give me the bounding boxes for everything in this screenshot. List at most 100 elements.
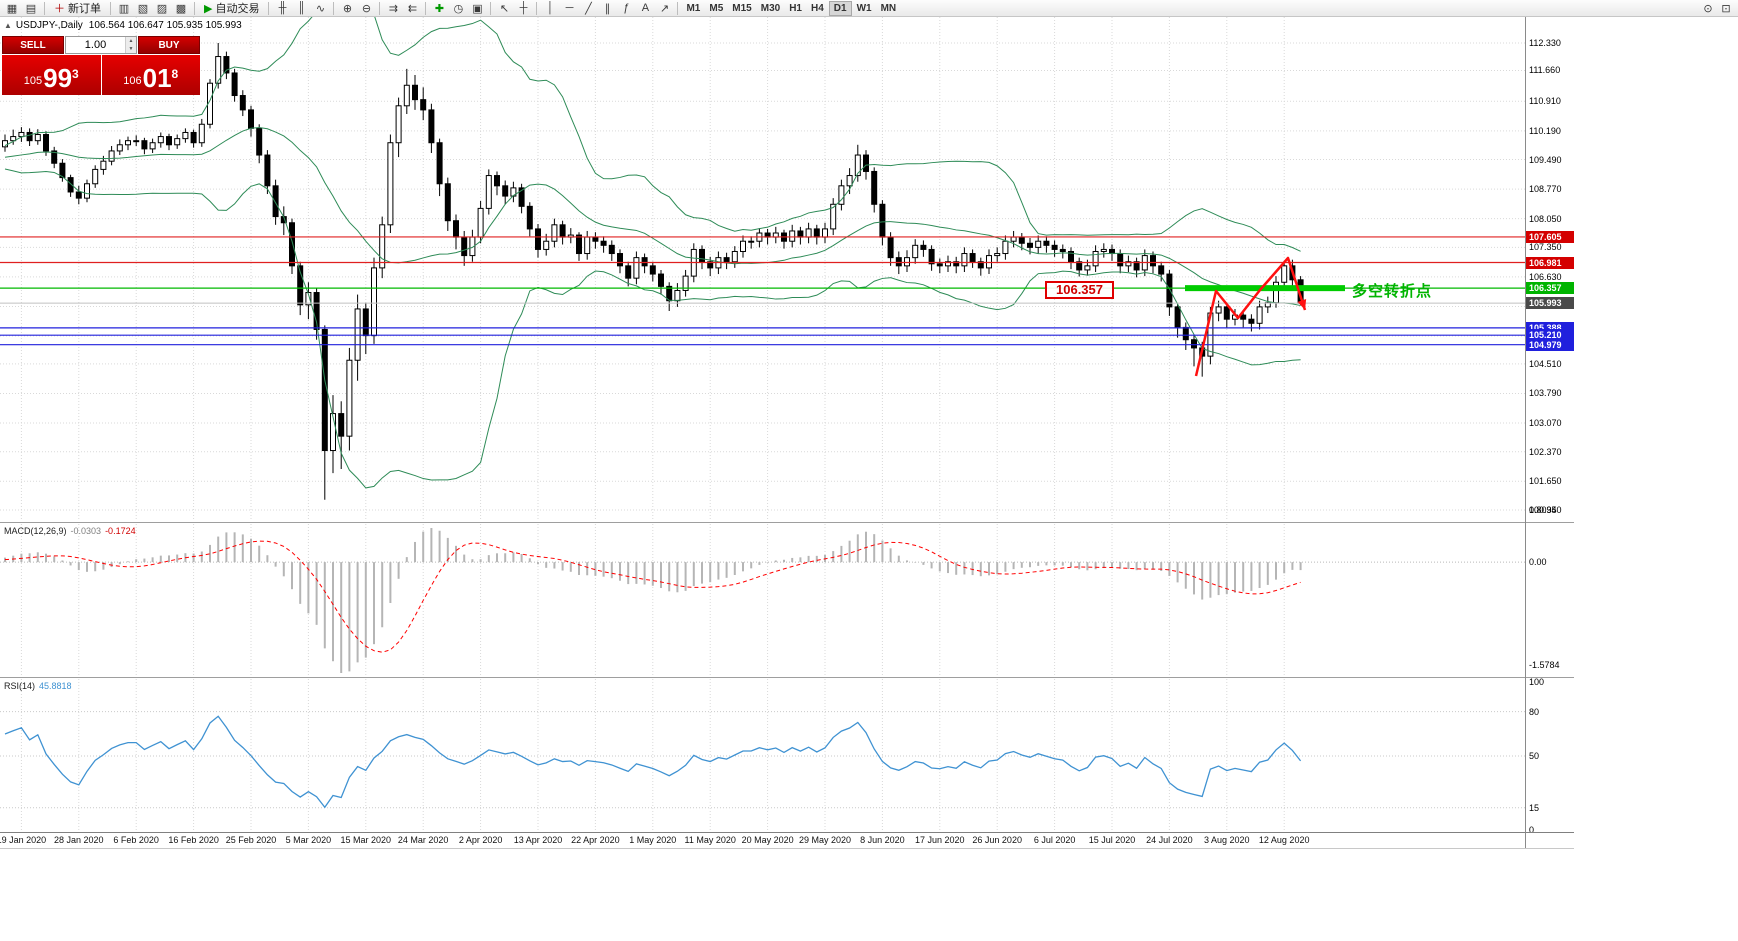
date-label[interactable]: 25 Feb 2020 [225,835,277,845]
date-label[interactable]: 19 Jan 2020 [0,835,47,845]
fibonacci-icon[interactable]: ƒ [623,2,630,14]
sell-button[interactable]: SELL [2,36,64,54]
price-tick-label: 101.650 [1529,476,1562,487]
date-label[interactable]: 5 Mar 2020 [285,835,332,845]
sell-price-button[interactable]: 105 99 3 [2,55,101,95]
candlestick-chart-icon[interactable]: ║ [297,2,306,14]
price-level-flag[interactable]: 106.357 [1045,281,1114,299]
volume-up-icon[interactable]: ▲ [126,37,136,45]
navigator-icon[interactable]: ▨ [156,2,168,15]
date-label[interactable]: 3 Aug 2020 [1204,835,1250,845]
date-label[interactable]: 24 Mar 2020 [397,835,449,845]
terminal-icon[interactable]: ▩ [175,2,187,15]
zoom-in-icon[interactable]: ⊕ [342,2,353,15]
date-label[interactable]: 24 Jul 2020 [1146,835,1193,845]
chart-window-icon[interactable]: ⊡ [1721,2,1731,15]
auto-trading-button[interactable]: ▶ 自动交易 [199,1,264,16]
price-tick-label: 107.350 [1529,242,1562,253]
date-label[interactable]: 26 Jun 2020 [972,835,1022,845]
date-label[interactable]: 17 Jun 2020 [915,835,965,845]
date-label[interactable]: 29 May 2020 [798,835,852,845]
vertical-line-icon[interactable]: │ [547,2,554,14]
timeframe-m15[interactable]: M15 [732,2,752,14]
macd-signal-value: -0.1724 [105,526,136,536]
cursor-icon[interactable]: ↖ [499,2,510,15]
timeframe-m30[interactable]: M30 [760,2,781,14]
price-tick-label: 102.370 [1529,446,1562,457]
price-tick-label: 104.510 [1529,358,1562,369]
date-label[interactable]: 16 Feb 2020 [168,835,219,845]
price-tag-105.210: 105.210 [1526,329,1574,342]
date-label[interactable]: 8 Jun 2020 [860,835,905,845]
date-label[interactable]: 15 Jul 2020 [1088,835,1136,845]
chart-shift-icon[interactable]: ⇇ [407,2,418,15]
timeframe-m1[interactable]: M1 [686,2,701,14]
horizontal-line-icon[interactable]: ─ [565,2,574,14]
toolbar-separator [194,1,195,15]
rsi-axis-label: 15 [1529,802,1540,813]
indicators-icon[interactable]: ✚ [434,2,445,15]
date-label[interactable]: 12 Aug 2020 [1258,835,1310,845]
price-tick-label: 103.070 [1529,418,1562,429]
date-label[interactable]: 6 Jul 2020 [1033,835,1076,845]
date-label[interactable]: 13 Apr 2020 [513,835,563,845]
price-tag-104.979: 104.979 [1526,338,1574,351]
volume-input[interactable] [66,37,125,53]
market-watch-icon[interactable]: ▥ [118,2,130,15]
turning-point-annotation[interactable]: 多空转折点 [1352,283,1433,300]
crosshair-icon[interactable]: ┼ [519,2,528,14]
timeframe-m5[interactable]: M5 [709,2,724,14]
rsi-axis-label: 80 [1529,706,1540,717]
timeframe-mn[interactable]: MN [880,2,897,14]
bid-pips: 99 [43,63,73,93]
line-chart-icon[interactable]: ∿ [315,2,326,15]
timeframe-h4[interactable]: H4 [810,2,824,14]
volume-down-icon[interactable]: ▼ [126,45,136,53]
rsi-name: RSI(14) [4,681,36,691]
chart-bottom-border [0,848,1574,849]
timeframe-w1[interactable]: W1 [856,2,872,14]
date-label[interactable]: 15 Mar 2020 [340,835,392,845]
templates-icon[interactable]: ▣ [472,2,483,15]
date-label[interactable]: 20 May 2020 [741,835,794,845]
zoom-out-icon[interactable]: ⊖ [361,2,372,15]
timeframe-h1[interactable]: H1 [789,2,802,14]
one-click-trading-panel: SELL ▲ ▼ BUY 105 99 3 106 01 8 [2,36,200,95]
symbol-info-line: ▲ USDJPY-,Daily 106.564 106.647 105.935 10… [4,20,242,31]
date-label[interactable]: 28 Jan 2020 [54,835,104,845]
rsi-date-separator [0,832,1574,833]
new-order-button[interactable]: ＋新订单 [49,1,106,16]
arrow-tools-icon[interactable]: ↗ [659,2,670,15]
profiles-icon[interactable]: ▤ [25,2,37,15]
periods-icon[interactable]: ◷ [453,2,464,15]
auto-trading-button-icon: ▶ [204,2,213,15]
data-window-icon[interactable]: ▧ [137,2,149,15]
date-label[interactable]: 2 Apr 2020 [458,835,503,845]
buy-price-button[interactable]: 106 01 8 [101,55,200,95]
channel-icon[interactable]: ∥ [604,2,611,15]
macd-label: MACD(12,26,9) -0.0303 -0.1724 [4,526,136,536]
price-tick-label: 108.050 [1529,213,1562,224]
date-label[interactable]: 22 Apr 2020 [571,835,620,845]
date-label[interactable]: 11 May 2020 [684,835,736,845]
macd-rsi-separator[interactable] [0,677,1574,678]
bar-chart-icon[interactable]: ╫ [278,2,287,14]
auto-scroll-icon[interactable]: ⇉ [388,2,399,15]
price-tick-label: 109.490 [1529,154,1562,165]
trendline-icon[interactable]: ╱ [585,2,592,15]
one-click-toggle-icon[interactable]: ▲ [4,21,12,30]
main-macd-separator[interactable] [0,522,1574,523]
new-chart-icon[interactable]: ▦ [6,2,18,15]
price-tag-107.605: 107.605 [1526,230,1574,243]
new-order-button-icon: ＋ [54,3,65,15]
buy-button[interactable]: BUY [138,36,200,54]
text-icon[interactable]: A [641,2,650,14]
price-tick-label: 112.330 [1529,38,1561,48]
timeframe-d1[interactable]: D1 [828,0,852,16]
date-label[interactable]: 6 Feb 2020 [113,835,159,845]
price-tag-105.993: 105.993 [1526,297,1574,310]
search-icon[interactable]: ⊙ [1703,2,1713,15]
date-label[interactable]: 1 May 2020 [629,835,677,845]
macd-axis-label: -1.5784 [1529,659,1560,670]
